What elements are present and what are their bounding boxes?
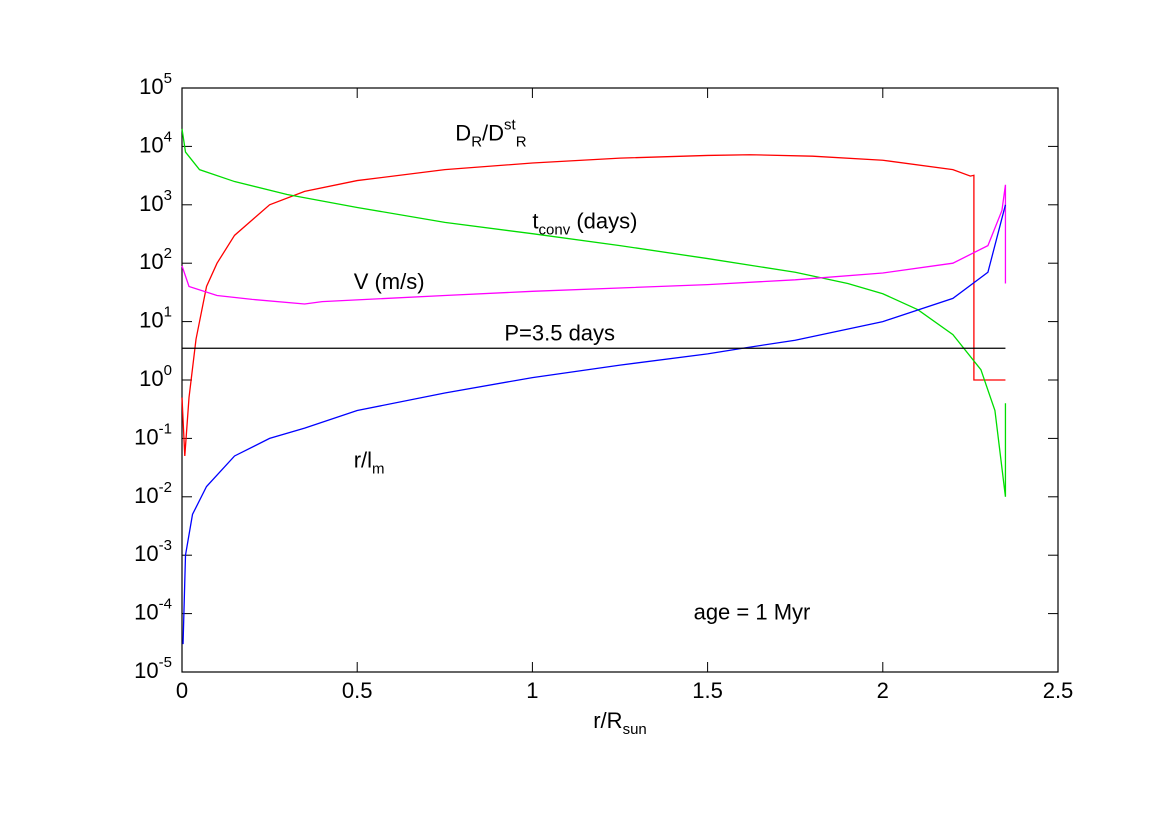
y-tick-label: 102 <box>139 246 172 274</box>
y-tick-exponent: -2 <box>159 479 172 496</box>
y-tick-label: 101 <box>139 304 172 332</box>
y-tick-base: 10 <box>134 658 158 683</box>
y-tick-base: 10 <box>139 307 163 332</box>
y-tick-label: 10-5 <box>134 654 172 682</box>
y-tick-exponent: 5 <box>164 70 172 87</box>
x-tick-label: 0 <box>176 678 188 703</box>
y-tick-base: 10 <box>134 541 158 566</box>
annotation-part: age = 1 Myr <box>694 599 811 624</box>
annotation-part: t <box>532 208 538 233</box>
y-tick-exponent: -5 <box>159 654 172 671</box>
y-tick-exponent: -4 <box>159 596 172 613</box>
y-tick-base: 10 <box>139 366 163 391</box>
y-tick-exponent: -1 <box>159 421 172 438</box>
y-tick-label: 100 <box>139 362 172 390</box>
y-tick-label: 10-2 <box>134 479 172 507</box>
y-tick-exponent: 0 <box>164 362 172 379</box>
y-tick-label: 103 <box>139 187 172 215</box>
annotation: r/lm <box>354 447 385 478</box>
x-tick-label: 2 <box>877 678 889 703</box>
x-axis-label-part: sun <box>623 721 647 738</box>
x-axis-label: r/Rsun <box>593 708 647 739</box>
x-tick-label: 1 <box>526 678 538 703</box>
y-tick-label: 105 <box>139 70 172 98</box>
annotation: P=3.5 days <box>504 320 615 345</box>
y-tick-base: 10 <box>139 191 163 216</box>
annotation-part: (days) <box>570 208 637 233</box>
series-line <box>181 128 1007 497</box>
y-tick-base: 10 <box>134 483 158 508</box>
x-axis-label-part: r/R <box>593 708 622 733</box>
annotation-part: R <box>471 134 482 151</box>
series-line <box>181 184 1007 305</box>
annotation-part: R <box>516 134 527 151</box>
y-tick-base: 10 <box>139 249 163 274</box>
annotation-part: D <box>455 120 471 145</box>
annotation-part: V (m/s) <box>354 269 425 294</box>
annotation-part: r/l <box>354 447 372 472</box>
x-tick-label: 1.5 <box>692 678 723 703</box>
annotation: V (m/s) <box>354 269 425 294</box>
annotation-part: P=3.5 days <box>504 320 615 345</box>
series-line <box>181 154 1006 457</box>
y-tick-label: 10-1 <box>134 421 172 449</box>
y-tick-exponent: 4 <box>164 129 172 146</box>
y-tick-exponent: 1 <box>164 304 172 321</box>
plot-frame <box>181 87 1059 673</box>
annotation-part: conv <box>539 222 571 239</box>
y-tick-label: 10-4 <box>134 596 172 624</box>
y-tick-base: 10 <box>139 132 163 157</box>
y-tick-label: 104 <box>139 129 172 157</box>
annotation-part: st <box>504 117 517 134</box>
annotation-part: m <box>372 461 385 478</box>
x-tick-label: 2.5 <box>1043 678 1074 703</box>
x-tick-label: 0.5 <box>342 678 373 703</box>
annotation: age = 1 Myr <box>694 599 811 624</box>
annotation: DR/DstR <box>455 117 526 151</box>
y-tick-base: 10 <box>134 599 158 624</box>
y-tick-label: 10-3 <box>134 538 172 566</box>
annotation: tconv (days) <box>532 208 637 239</box>
annotation-part: /D <box>482 120 504 145</box>
y-tick-exponent: -3 <box>159 538 172 555</box>
y-tick-exponent: 3 <box>164 187 172 204</box>
y-tick-exponent: 2 <box>164 246 172 263</box>
y-tick-base: 10 <box>139 74 163 99</box>
y-tick-base: 10 <box>134 424 158 449</box>
series-line <box>182 204 1007 645</box>
